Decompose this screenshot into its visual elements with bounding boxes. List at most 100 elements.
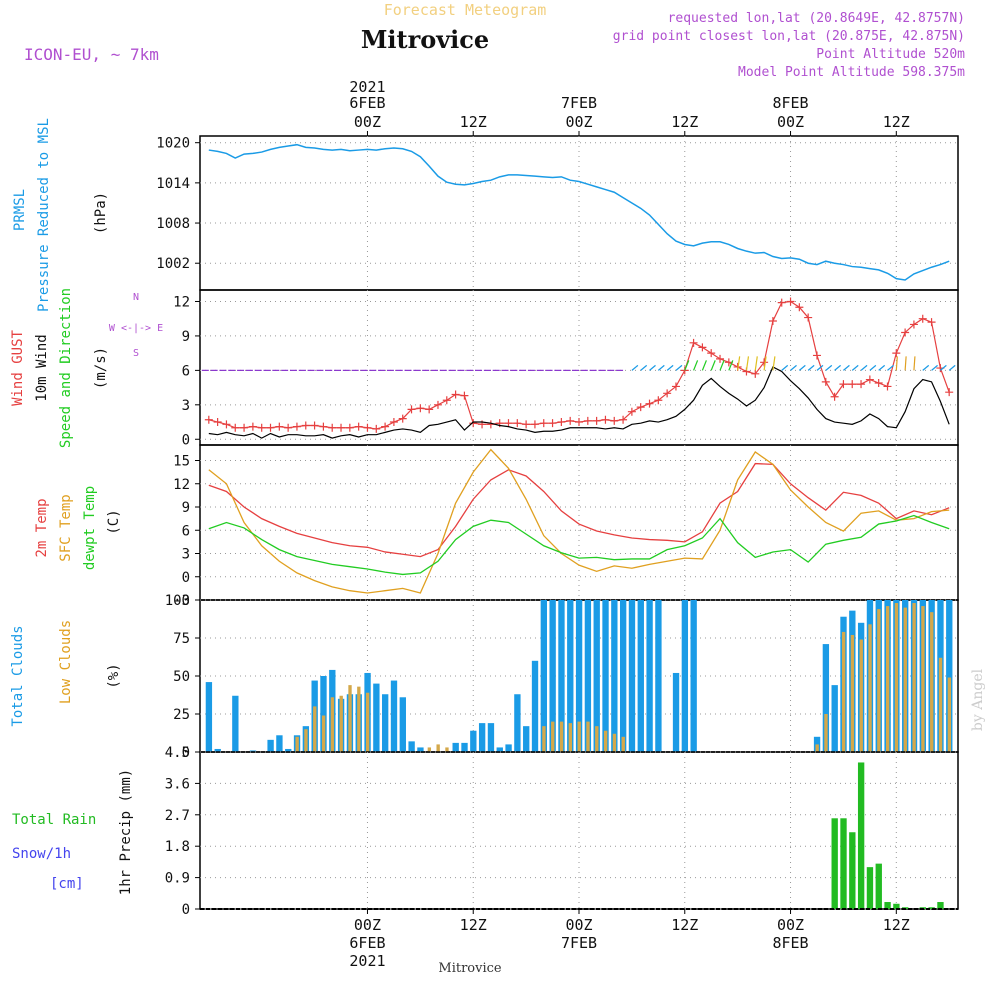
wind-direction-arrow [745, 356, 750, 371]
total-cloud-bar [549, 600, 556, 752]
gust-marker [451, 390, 460, 399]
total-cloud-bar [540, 600, 548, 752]
location-title: Mitrovice [361, 25, 489, 54]
gust-marker [522, 420, 531, 429]
gust-marker [812, 351, 821, 360]
total-cloud-bar [681, 600, 689, 752]
y-tick-label: 9 [182, 500, 190, 516]
snow-label: Snow/1h [12, 846, 71, 862]
total-cloud-bar [487, 723, 495, 752]
gust-marker [381, 422, 390, 431]
precip-labels: Total Rain Snow/1h [cm] 1hr Precip (mm) [12, 769, 134, 895]
top-time-label: 12Z [671, 113, 698, 131]
rain-bar [831, 818, 838, 909]
cm-label: [cm] [50, 876, 84, 892]
y-tick-label: 1020 [156, 136, 190, 152]
rain-bar [849, 832, 856, 909]
gust-marker [407, 405, 416, 414]
total-cloud-bar [382, 694, 389, 752]
bottom-time-label: 00Z [565, 916, 592, 934]
total-cloud-bar [470, 730, 477, 752]
gust-marker [354, 422, 363, 431]
wind-direction-arrow [904, 356, 907, 371]
y-tick-label: 12 [173, 294, 190, 310]
low-cloud-bar [568, 723, 573, 752]
total-cloud-bar [390, 680, 398, 752]
total-cloud-bar [249, 750, 257, 752]
rain-bar [857, 762, 865, 909]
gust-marker [689, 338, 698, 347]
gust-marker [848, 380, 857, 389]
gust-marker [328, 423, 337, 432]
gust-marker [839, 380, 848, 389]
gust-marker [433, 400, 442, 409]
total-cloud-bar [690, 600, 697, 752]
low-cloud-bar [603, 730, 608, 752]
y-tick-label: 15 [173, 454, 190, 470]
1hr-precip-label: 1hr Precip (mm) [118, 769, 134, 895]
y-tick-label: 3 [182, 398, 190, 414]
gust-marker [830, 392, 839, 401]
gust-marker [760, 358, 769, 367]
total-cloud-bar [205, 682, 213, 752]
gust-marker [539, 419, 548, 428]
gust-marker [663, 389, 672, 398]
low-cloud-bar [930, 612, 934, 752]
gust-marker [213, 418, 222, 427]
speed-direction-label: Speed and Direction [58, 288, 74, 448]
sfc-temp-label: SFC Temp [58, 494, 74, 561]
panel-temperature: 15 12 9 6 3 0 -3 [173, 444, 959, 609]
gust-marker [892, 349, 901, 358]
total-cloud-bar [514, 694, 521, 752]
total-cloud-bar [232, 695, 239, 752]
total-cloud-bar [946, 600, 953, 752]
grid-point-coords: grid point closest lon,lat (20.875E, 42.… [613, 29, 965, 44]
total-cloud-bar [646, 600, 653, 752]
gust-marker [927, 318, 936, 327]
model-label: ICON-EU, ~ 7km [24, 45, 159, 64]
rain-bar [928, 907, 935, 909]
bottom-time-label: 12Z [671, 916, 698, 934]
low-cloud-bar [586, 721, 590, 752]
low-cloud-bar [595, 726, 599, 752]
gust-marker [671, 382, 680, 391]
low-cloud-bar [295, 736, 299, 752]
wind-direction-arrow [825, 364, 833, 371]
y-tick-label: 9 [182, 329, 190, 345]
gust-marker [301, 421, 310, 430]
compass-n: N [133, 292, 139, 303]
low-clouds-label: Low Clouds [58, 620, 74, 704]
panel-precipitation: 4.5 3.6 2.7 1.8 0.9 0 [165, 745, 959, 918]
total-rain-label: Total Rain [12, 812, 96, 828]
wind-direction-arrow [675, 364, 683, 371]
low-cloud-bar [427, 747, 432, 752]
low-cloud-bar [894, 603, 899, 752]
gust-marker [698, 343, 707, 352]
low-cloud-bar [947, 677, 952, 752]
low-cloud-bar [885, 606, 890, 752]
rain-bar [893, 903, 900, 909]
rain-bar [937, 902, 944, 909]
top-time-label: 00Z [565, 113, 592, 131]
top-time-label: 00Z [777, 113, 804, 131]
wind-direction-arrow [895, 356, 898, 371]
prmsl-label: PRMSL [12, 189, 28, 231]
gust-marker [883, 382, 892, 391]
total-cloud-bar [593, 600, 600, 752]
gust-marker [566, 416, 575, 425]
total-cloud-bar [399, 697, 406, 752]
wind-direction-arrow [834, 364, 841, 371]
bottom-time-label: 00Z [354, 916, 381, 934]
wind-direction-arrow [701, 360, 707, 371]
hpa-label: (hPa) [93, 192, 109, 234]
total-cloud-bar [672, 672, 680, 752]
wind-direction-arrow [878, 364, 886, 371]
wind-direction-arrow [763, 356, 767, 371]
rain-bar [840, 818, 847, 909]
total-cloud-bar [478, 723, 486, 752]
wind-direction-arrow [728, 360, 734, 371]
low-cloud-bar [339, 695, 343, 752]
total-cloud-bar [523, 726, 530, 752]
y-tick-label: 6 [182, 523, 190, 539]
